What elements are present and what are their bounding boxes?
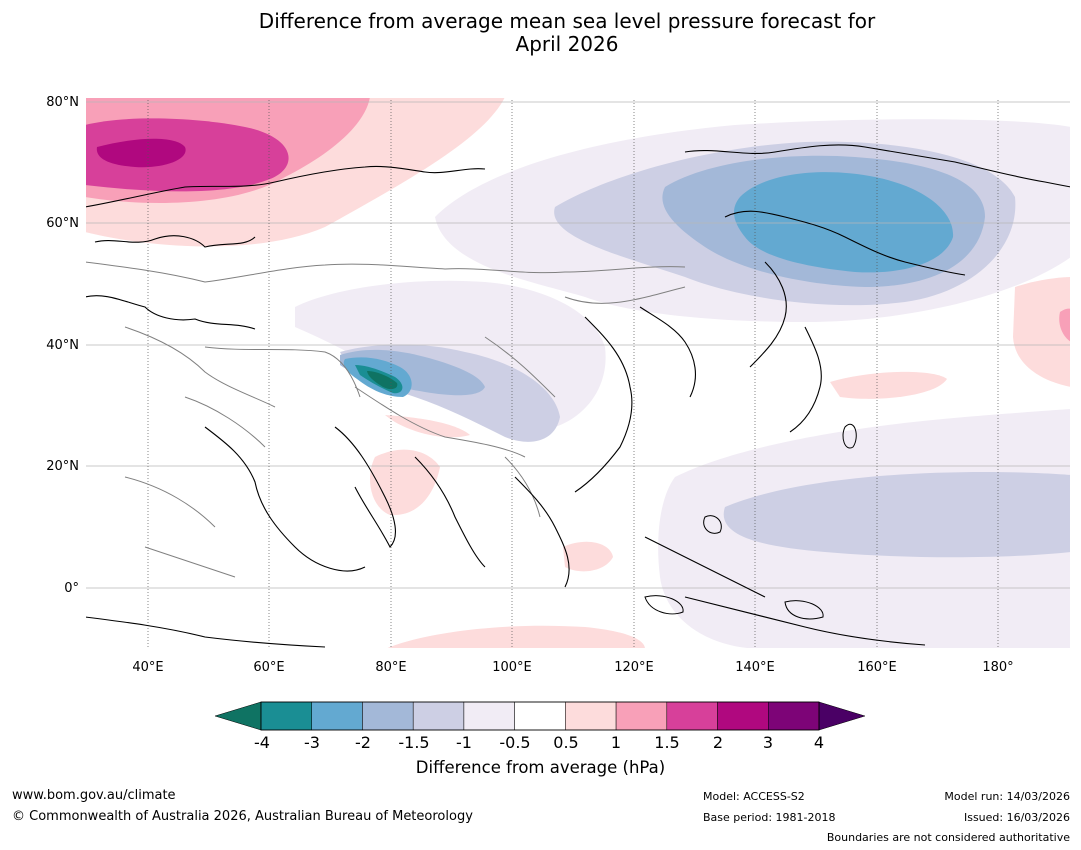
colorbar xyxy=(214,700,866,732)
colorbar-swatch-10 xyxy=(768,701,820,731)
colorbar-swatch-8 xyxy=(666,701,718,731)
colorbar-low-extension xyxy=(214,701,262,731)
copyright-text: © Commonwealth of Australia 2026, Austra… xyxy=(12,809,473,824)
colorbar-tick-0-5: 0.5 xyxy=(553,733,579,752)
lon-label-120e: 120°E xyxy=(614,660,654,675)
colorbar-swatch-2 xyxy=(362,701,414,731)
colorbar-tick-4: 4 xyxy=(813,733,825,752)
lon-label-140e: 140°E xyxy=(735,660,775,675)
anomaly-tibet-dark-teal xyxy=(367,371,398,390)
colorbar-label: Difference from average (hPa) xyxy=(415,758,666,777)
lon-label-60e: 60°E xyxy=(253,660,285,675)
islands xyxy=(644,424,857,620)
colorbar-tick-1: 1 xyxy=(610,733,622,752)
colorbar-swatches xyxy=(260,701,820,731)
colorbar-swatch-4 xyxy=(463,701,515,731)
colorbar-tick-neg1-5: -1.5 xyxy=(398,733,430,752)
anomaly-north-pacific-pale-pink xyxy=(830,371,947,399)
anomaly-equator-pale-pink xyxy=(385,625,645,649)
colorbar-swatch-9 xyxy=(717,701,769,731)
positive-anomaly-layer xyxy=(85,97,1071,649)
colorbar-tick-neg2: -2 xyxy=(355,733,371,752)
colorbar-swatch-5 xyxy=(514,701,566,731)
negative-anomaly-layer xyxy=(295,119,1071,649)
pressure-anomaly-map xyxy=(85,97,1071,649)
anomaly-tibet-pale-pink xyxy=(385,415,470,438)
lat-label-0: 0° xyxy=(64,581,79,596)
website-link[interactable]: www.bom.gov.au/climate xyxy=(12,788,176,803)
title-line-2: April 2026 xyxy=(515,32,619,56)
colorbar-svg xyxy=(214,701,866,731)
anomaly-pacific-pink xyxy=(1059,308,1071,342)
lat-label-40n: 40°N xyxy=(46,338,79,353)
colorbar-tick-neg4: -4 xyxy=(254,733,270,752)
colorbar-tick-neg1: -1 xyxy=(456,733,472,752)
lon-label-100e: 100°E xyxy=(492,660,532,675)
colorbar-swatch-3 xyxy=(412,701,465,731)
colorbar-tick-3: 3 xyxy=(762,733,774,752)
country-borders xyxy=(85,261,686,578)
issued-text: Issued: 16/03/2026 xyxy=(963,811,1070,824)
base-period-text: Base period: 1981-2018 xyxy=(703,811,836,824)
anomaly-europe-magenta xyxy=(85,118,289,192)
colorbar-tick-neg3: -3 xyxy=(304,733,320,752)
graticule xyxy=(85,97,1071,649)
anomaly-europe-dark-magenta xyxy=(96,138,186,168)
colorbar-tick-2: 2 xyxy=(712,733,724,752)
lat-label-60n: 60°N xyxy=(46,216,79,231)
map-title: Difference from average mean sea level p… xyxy=(0,10,1081,56)
map-svg xyxy=(85,97,1071,649)
colorbar-swatch-6 xyxy=(565,701,617,731)
model-text: Model: ACCESS-S2 xyxy=(703,790,805,803)
lat-label-80n: 80°N xyxy=(46,95,79,110)
lon-label-180: 180° xyxy=(982,660,1014,675)
model-run-text: Model run: 14/03/2026 xyxy=(944,790,1070,803)
lon-label-160e: 160°E xyxy=(857,660,897,675)
colorbar-tick-1-5: 1.5 xyxy=(654,733,680,752)
colorbar-swatch-7 xyxy=(615,701,668,731)
coastlines xyxy=(85,144,1071,648)
lat-label-20n: 20°N xyxy=(46,459,79,474)
colorbar-swatch-1 xyxy=(311,701,363,731)
anomaly-pacific-pale-pink xyxy=(1013,277,1071,387)
lon-label-40e: 40°E xyxy=(132,660,164,675)
lon-label-80e: 80°E xyxy=(375,660,407,675)
anomaly-west-pacific-lavender xyxy=(723,472,1071,558)
title-line-1: Difference from average mean sea level p… xyxy=(258,9,876,33)
colorbar-swatch-0 xyxy=(260,701,312,731)
disclaimer-text: Boundaries are not considered authoritat… xyxy=(826,831,1070,844)
anomaly-scs-pale-pink xyxy=(563,541,613,572)
anomaly-siberia-blue xyxy=(733,172,954,273)
colorbar-high-extension xyxy=(818,701,866,731)
colorbar-tick-neg0-5: -0.5 xyxy=(499,733,531,752)
